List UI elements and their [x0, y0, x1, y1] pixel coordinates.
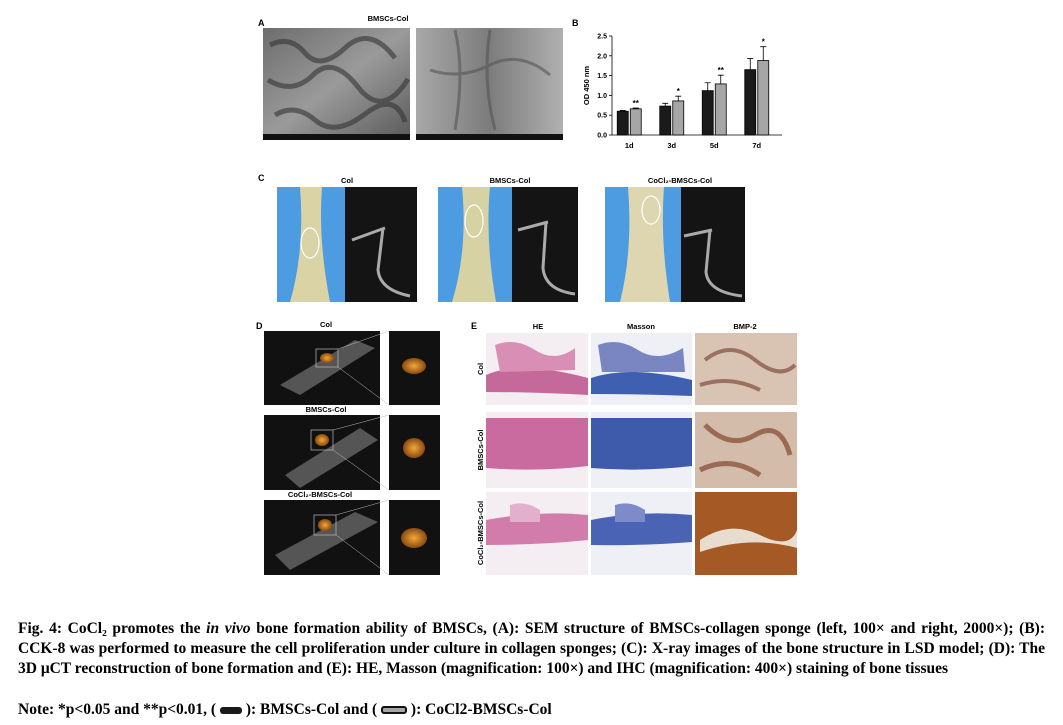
- y-tick-label: 1.0: [597, 93, 607, 100]
- sem-image: [263, 28, 411, 140]
- note-text: ): BMSCs-Col and (: [245, 701, 378, 718]
- significance: **: [718, 66, 725, 75]
- caption-text: bone formation ability of BMSCs, (A): SE…: [18, 620, 1046, 677]
- bar: [659, 105, 672, 136]
- bar: [701, 90, 714, 136]
- panel-title: CoCl₂-BMSCs-Col: [288, 490, 352, 499]
- figure: A BMSCs-Col C Col BMSCs-Col CoCl₂-BMSCs-…: [256, 14, 797, 576]
- column-title: Masson: [627, 322, 655, 331]
- error-bar: [704, 82, 711, 91]
- bar: [714, 83, 727, 136]
- row-title: Col: [476, 363, 485, 375]
- sem-image: [416, 28, 563, 140]
- error-bar: [675, 95, 682, 101]
- histology-grid: [486, 333, 797, 575]
- panel-label: B: [572, 18, 579, 28]
- y-tick-label: 0.0: [597, 133, 607, 140]
- legend-swatch: [381, 706, 408, 715]
- column-title: BMP-2: [733, 322, 756, 331]
- ct-row: Col: [264, 320, 440, 406]
- panel-title: BMSCs-Col: [306, 405, 347, 414]
- y-tick-label: 1.5: [597, 73, 607, 80]
- bar: [629, 108, 642, 136]
- y-tick-label: 2.0: [597, 53, 607, 60]
- photo-pair: [277, 187, 417, 302]
- significance: *: [677, 87, 681, 96]
- caption-text: CoCl₂ promotes the: [67, 620, 201, 637]
- panel-title: BMSCs-Col: [490, 176, 531, 185]
- y-tick-label: 0.5: [597, 113, 607, 120]
- panel-label: C: [258, 173, 265, 183]
- row-title: CoCl₂-BMSCs-Col: [476, 501, 485, 565]
- error-bar: [619, 110, 626, 112]
- note-text: ): CoCl2-BMSCs-Col: [410, 701, 552, 718]
- column-title: HE: [533, 322, 543, 331]
- row-title: BMSCs-Col: [476, 430, 485, 471]
- error-bar: [747, 58, 754, 70]
- panel-title: Col: [341, 176, 353, 185]
- ct-row: CoCl₂-BMSCs-Col: [264, 490, 440, 576]
- legend-swatch: [219, 706, 242, 714]
- significance: **: [633, 99, 640, 108]
- caption-label: Fig. 4:: [18, 620, 62, 637]
- figure-caption: Fig. 4: CoCl₂ promotes the in vivo bone …: [18, 619, 1045, 679]
- panel-title: Col: [320, 320, 332, 329]
- x-tick-label: 5d: [710, 141, 719, 150]
- photo-pair: [438, 187, 578, 302]
- ct-row: BMSCs-Col: [264, 405, 440, 491]
- x-tick-label: 3d: [667, 141, 676, 150]
- figure-note: Note: *p<0.05 and **p<0.01, ( ): BMSCs-C…: [18, 700, 1045, 720]
- bar: [744, 69, 757, 136]
- y-tick-label: 2.5: [597, 34, 607, 41]
- error-bar: [662, 102, 669, 107]
- x-tick-label: 1d: [625, 141, 634, 150]
- x-tick-label: 7d: [752, 141, 761, 150]
- bar: [757, 60, 770, 136]
- bar: [672, 100, 685, 136]
- panel-title: CoCl₂-BMSCs-Col: [648, 176, 712, 185]
- caption-emphasis: in vivo: [206, 620, 251, 637]
- y-axis-label: OD 450 nm: [582, 66, 591, 106]
- bar-chart: B OD 450 nm 0.0 0.5 1.0 1.5 2.0 2.5 1d ** 3d * 5d ** 7…: [572, 18, 782, 150]
- error-bar: [760, 46, 767, 61]
- panel-label: A: [258, 18, 265, 28]
- error-bar: [632, 107, 639, 109]
- bar: [616, 110, 629, 136]
- note-text: Note: *p<0.05 and **p<0.01, (: [18, 701, 217, 718]
- panel-title: BMSCs-Col: [368, 14, 409, 23]
- error-bar: [717, 74, 724, 84]
- panel-label: E: [471, 321, 477, 331]
- photo-pair: [605, 187, 745, 302]
- panel-label: D: [256, 321, 263, 331]
- significance: *: [762, 38, 766, 47]
